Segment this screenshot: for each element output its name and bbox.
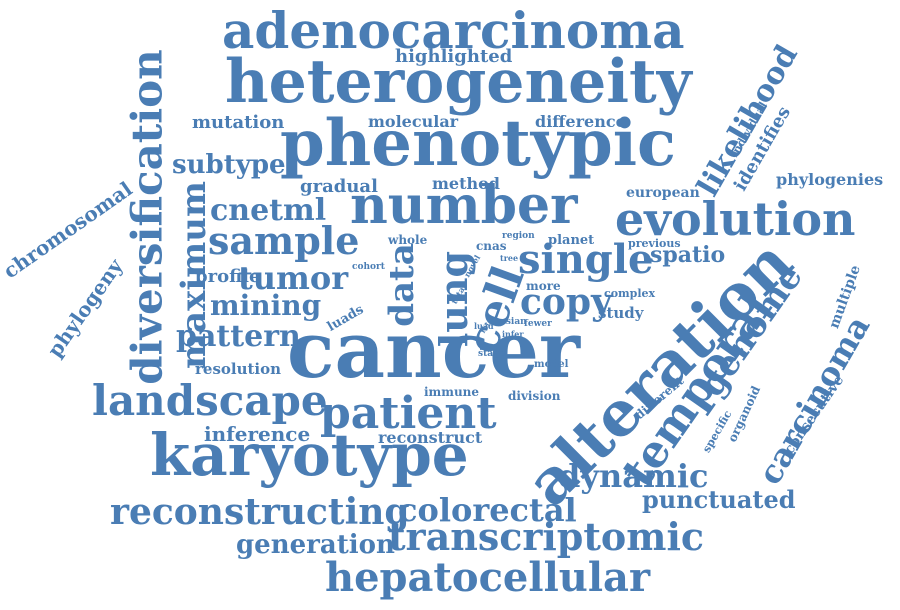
word-profile: profile xyxy=(195,266,261,287)
word-study: study xyxy=(598,304,644,322)
word-patient: patient xyxy=(320,388,497,439)
word-karyotype: karyotype xyxy=(150,421,469,489)
word-number: number xyxy=(350,175,578,236)
word-infer: infer xyxy=(502,329,524,339)
word-inference: inference xyxy=(204,422,311,446)
word-difference: difference xyxy=(535,112,626,131)
word-single: single xyxy=(518,236,654,283)
word-transcriptomic: transcriptomic xyxy=(388,514,705,559)
word-gradual: gradual xyxy=(300,176,378,197)
word-highlighted: highlighted xyxy=(395,46,513,67)
word-adenocarcinoma: adenocarcinoma xyxy=(222,1,685,60)
word-punctuated: punctuated xyxy=(642,485,796,514)
word-whole: whole xyxy=(388,233,428,247)
word-colorectal: colorectal xyxy=(398,491,577,529)
word-diversification: diversification xyxy=(122,49,172,385)
word-asian: asian xyxy=(500,317,527,327)
word-european: european xyxy=(626,185,700,201)
word-phylogenies: phylogenies xyxy=(776,170,884,189)
word-cancer: cancer xyxy=(287,305,580,396)
word-cnas: cnas xyxy=(476,239,507,253)
word-subtype: subtype xyxy=(172,150,286,180)
word-dynamic: dynamic xyxy=(558,457,709,495)
word-hepatocellular: hepatocellular xyxy=(325,554,651,601)
word-tumor: tumor xyxy=(238,259,349,297)
word-mining: mining xyxy=(210,289,322,322)
word-more: more xyxy=(526,279,561,293)
word-molecular: molecular xyxy=(368,112,459,131)
word-spatio: spatio xyxy=(650,242,726,268)
word-luad: luad xyxy=(474,321,494,331)
word-planet: planet xyxy=(548,233,595,248)
word-phylogeny: phylogeny xyxy=(42,254,128,362)
word-resolution: resolution xyxy=(195,360,282,378)
word-pattern: pattern xyxy=(176,319,301,354)
word-copy: copy xyxy=(520,281,613,323)
word-tree: tree xyxy=(500,253,519,263)
word-fewer: fewer xyxy=(524,319,552,329)
word-complex: complex xyxy=(604,287,656,300)
word-stage: stage xyxy=(478,349,506,359)
word-cnetml: cnetml xyxy=(210,193,327,228)
word-sample: sample xyxy=(208,218,360,263)
word-previous: previous xyxy=(628,237,681,250)
word-maximum: maximum xyxy=(173,181,214,369)
word-phenotypic: phenotypic xyxy=(280,106,676,181)
word-model: model xyxy=(534,359,569,370)
word-division: division xyxy=(508,389,561,403)
word-cohort: cohort xyxy=(352,262,385,272)
word-mutation: mutation xyxy=(192,112,285,133)
word-reconstruct: reconstruct xyxy=(378,428,483,447)
word-reconstructing: reconstructing xyxy=(110,491,410,533)
word-landscape: landscape xyxy=(92,376,328,425)
word-method: method xyxy=(432,174,500,193)
word-region: region xyxy=(502,231,535,241)
word-generation: generation xyxy=(236,530,395,560)
word-data: data xyxy=(381,243,422,327)
word-heterogeneity: heterogeneity xyxy=(225,47,692,117)
word-evolution: evolution xyxy=(615,192,856,246)
word-immune: immune xyxy=(424,385,480,399)
